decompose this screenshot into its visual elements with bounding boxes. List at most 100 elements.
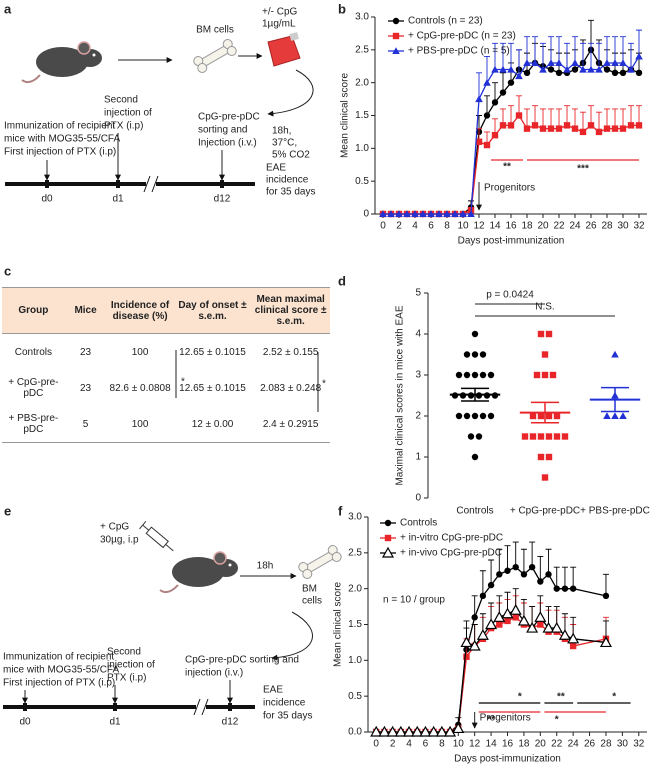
panel-label: d [338,273,346,288]
marker [555,69,563,77]
x-tick-label: 0 [380,221,386,232]
marker [627,122,635,129]
comparison-label: p = 0.0424 [486,290,534,301]
error-bar [512,595,519,618]
marker [579,128,587,136]
marker [515,66,523,73]
y-tick-label: 0 [363,209,369,220]
y-axis-label: Mean clinical score [340,73,351,158]
significance-label: * [518,692,522,703]
marker [471,453,479,461]
error-bar [604,49,610,70]
marker [561,635,569,643]
marker [427,725,440,737]
y-tick-label: 2.5 [348,547,362,558]
marker [467,210,475,218]
y-axis-label: Mean clinical score [333,582,344,667]
annotation: Progenitors [484,183,535,194]
label: CpG-pre-pDC [198,112,260,123]
marker [422,728,429,736]
x-tick-label: + PBS-pre-pDC [580,506,650,517]
x-tick-label: 28 [601,221,613,232]
error-bar [455,717,462,725]
x-tick-label: 24 [569,221,581,232]
marker [553,585,560,592]
label: 37°C, [272,138,297,149]
marker [476,629,489,640]
marker [455,371,463,379]
x-tick-label: 32 [633,221,645,232]
error-bar [524,52,530,73]
legend-label: Controls (n = 23) [408,16,483,27]
error-bar [620,36,626,63]
header-row: Group Mice Incidence of disease (%) Day of … [2,287,330,334]
marker [627,65,635,73]
error-bar [545,609,552,632]
axis-break [143,175,159,193]
x-tick-label: 4 [406,739,412,750]
error-bar [580,39,586,63]
y-tick-label: 5 [415,288,421,299]
marker [443,210,451,218]
error-bar [508,42,514,70]
x-tick-label: + CpG-pre-pDC [510,506,580,517]
axis-break [193,698,209,716]
label: PTX (i.p) [107,673,146,684]
marker [370,725,383,737]
mouse-icon [21,41,102,84]
error-bar [520,598,527,621]
sem-bar [531,401,559,424]
marker [571,125,579,132]
marker [523,59,531,67]
marker [455,412,463,420]
label: 1µg/mL [262,19,296,30]
bone-icon [298,545,342,579]
error-bar [484,95,490,116]
marker [603,125,611,132]
label: for 35 days [266,187,315,198]
error-bar [516,49,522,70]
x-tick-label: 30 [617,221,629,232]
marker [483,141,491,149]
marker [455,725,462,732]
marker [619,412,627,420]
marker [471,614,478,621]
error-bar [532,42,538,63]
marker [579,65,587,73]
marker [611,412,619,420]
label: BM [302,584,317,595]
marker [397,728,405,736]
legend-label: + in-vivo CpG-pre-pDC [400,548,502,559]
error-bar [463,627,470,650]
table-cell: 12.65 ± 0.1015 [179,382,246,394]
marker [567,632,580,644]
x-tick-label: 20 [537,221,549,232]
marker [611,391,619,399]
marker [587,65,595,73]
marker [507,65,515,73]
marker [403,725,416,737]
marker [547,59,555,67]
x-tick-label: 18 [518,739,530,750]
error-bar [471,595,478,618]
marker [403,210,411,218]
error-bar [572,49,578,70]
error-bar [602,573,609,596]
marker [479,635,487,643]
error-bar [500,108,506,126]
error-bar [500,42,506,70]
error-bar [504,545,511,571]
significance-label: *** [577,164,589,175]
y-tick-label: 0.5 [348,691,362,702]
series-line [376,566,607,733]
marker [403,210,411,218]
marker [627,66,635,73]
error-bar [548,108,554,129]
timeline-tick [113,703,117,711]
marker [491,65,499,73]
y-tick-label: 0.5 [355,176,369,187]
y-tick-label: 2.5 [355,44,369,55]
marker [529,433,537,440]
error-bar [588,19,594,50]
error-bar [602,616,609,639]
